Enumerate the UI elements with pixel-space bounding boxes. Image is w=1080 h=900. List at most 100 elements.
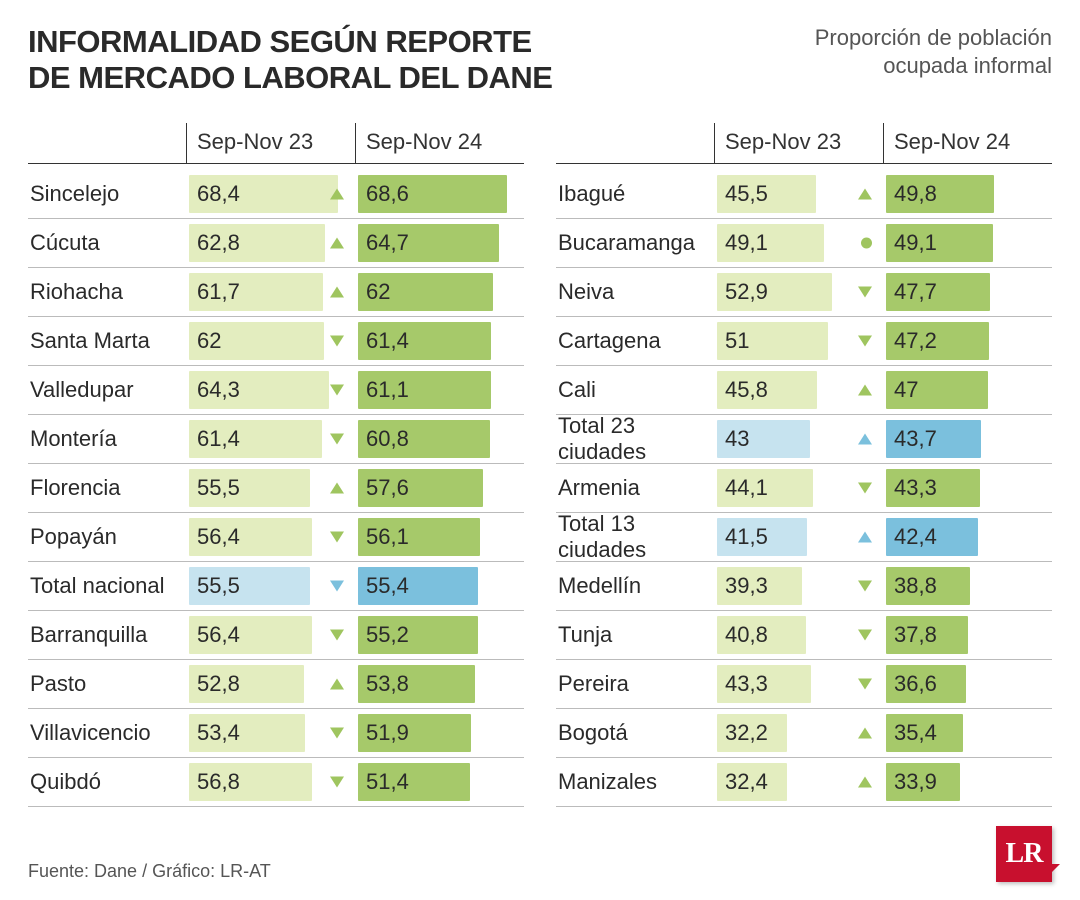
value-cell-period2: 47,2 [886, 322, 1049, 360]
trend-up-icon [330, 679, 344, 690]
row-label: Quibdó [28, 769, 186, 795]
table-row: Villavicencio53,451,9 [28, 709, 524, 758]
trend-down-icon [330, 385, 344, 396]
table-row: Montería61,460,8 [28, 415, 524, 464]
value-cell-period1: 61,4 [189, 420, 352, 458]
value-cell-period2: 51,4 [358, 763, 521, 801]
value-cell-period2: 42,4 [886, 518, 1049, 556]
trend-down-icon [858, 630, 872, 641]
table-row: Pasto52,853,8 [28, 660, 524, 709]
logo-text: LR [1006, 838, 1043, 870]
table-row: Manizales32,433,9 [556, 758, 1052, 807]
value-text: 64,3 [189, 377, 240, 403]
row-label: Medellín [556, 573, 714, 599]
trend-down-icon [330, 630, 344, 641]
value-cell-period2: 49,1 [886, 224, 1049, 262]
period-2-header: Sep-Nov 24 [355, 123, 524, 163]
trend-up-icon [330, 287, 344, 298]
period-1-header: Sep-Nov 23 [714, 123, 883, 163]
trend-up-icon [330, 238, 344, 249]
value-cell-period1: 62 [189, 322, 352, 360]
value-cell-period1: 44,1 [717, 469, 880, 507]
value-text: 40,8 [717, 622, 768, 648]
value-text: 51,4 [358, 769, 409, 795]
value-cell-period1: 39,3 [717, 567, 880, 605]
page-subtitle: Proporción de población ocupada informal [815, 24, 1052, 79]
header: INFORMALIDAD SEGÚN REPORTE DE MERCADO LA… [28, 24, 1052, 95]
table-row: Cúcuta62,864,7 [28, 219, 524, 268]
value-cell-period2: 53,8 [358, 665, 521, 703]
trend-down-icon [858, 679, 872, 690]
row-label: Manizales [556, 769, 714, 795]
value-text: 51,9 [358, 720, 409, 746]
value-cell-period2: 47,7 [886, 273, 1049, 311]
value-cell-period2: 56,1 [358, 518, 521, 556]
table-row: Sincelejo68,468,6 [28, 170, 524, 219]
value-cell-period2: 51,9 [358, 714, 521, 752]
value-text: 60,8 [358, 426, 409, 452]
trend-down-icon [858, 336, 872, 347]
value-text: 36,6 [886, 671, 937, 697]
table-row: Quibdó56,851,4 [28, 758, 524, 807]
table-row: Bucaramanga49,149,1 [556, 219, 1052, 268]
value-text: 32,4 [717, 769, 768, 795]
value-cell-period1: 68,4 [189, 175, 352, 213]
value-cell-period1: 41,5 [717, 518, 880, 556]
table-row: Riohacha61,762 [28, 268, 524, 317]
trend-down-icon [330, 777, 344, 788]
value-text: 44,1 [717, 475, 768, 501]
table-row: Neiva52,947,7 [556, 268, 1052, 317]
trend-up-icon [330, 189, 344, 200]
trend-down-icon [330, 532, 344, 543]
value-text: 38,8 [886, 573, 937, 599]
column-header: Sep-Nov 23 Sep-Nov 24 [28, 123, 524, 164]
row-label: Armenia [556, 475, 714, 501]
value-cell-period1: 43,3 [717, 665, 880, 703]
value-cell-period1: 32,4 [717, 763, 880, 801]
value-text: 55,2 [358, 622, 409, 648]
value-cell-period1: 52,9 [717, 273, 880, 311]
value-text: 49,1 [886, 230, 937, 256]
value-text: 41,5 [717, 524, 768, 550]
trend-up-icon [858, 777, 872, 788]
value-text: 53,8 [358, 671, 409, 697]
period-1-header: Sep-Nov 23 [186, 123, 355, 163]
row-label: Cúcuta [28, 230, 186, 256]
value-text: 61,7 [189, 279, 240, 305]
value-text: 47 [886, 377, 918, 403]
value-cell-period1: 52,8 [189, 665, 352, 703]
value-cell-period1: 55,5 [189, 567, 352, 605]
row-label: Santa Marta [28, 328, 186, 354]
value-text: 55,5 [189, 573, 240, 599]
value-cell-period2: 37,8 [886, 616, 1049, 654]
source-text: Fuente: Dane / Gráfico: LR-AT [28, 861, 271, 882]
row-label: Florencia [28, 475, 186, 501]
value-cell-period2: 61,1 [358, 371, 521, 409]
value-text: 32,2 [717, 720, 768, 746]
row-label: Barranquilla [28, 622, 186, 648]
value-cell-period2: 62 [358, 273, 521, 311]
title-line-1: INFORMALIDAD SEGÚN REPORTE [28, 24, 532, 59]
row-label: Total 13 ciudades [556, 511, 714, 563]
trend-up-icon [858, 434, 872, 445]
value-cell-period1: 40,8 [717, 616, 880, 654]
value-cell-period2: 55,4 [358, 567, 521, 605]
value-cell-period1: 43 [717, 420, 880, 458]
trend-down-icon [330, 728, 344, 739]
table-row: Santa Marta6261,4 [28, 317, 524, 366]
value-text: 42,4 [886, 524, 937, 550]
value-text: 62 [358, 279, 390, 305]
value-cell-period2: 57,6 [358, 469, 521, 507]
value-text: 61,4 [358, 328, 409, 354]
row-label: Tunja [556, 622, 714, 648]
table-row: Medellín39,338,8 [556, 562, 1052, 611]
row-label: Cali [556, 377, 714, 403]
table-row: Bogotá32,235,4 [556, 709, 1052, 758]
value-cell-period1: 61,7 [189, 273, 352, 311]
trend-down-icon [330, 336, 344, 347]
column-right: Sep-Nov 23 Sep-Nov 24 Ibagué45,549,8Buca… [556, 123, 1052, 807]
table-row: Tunja40,8 37,8 [556, 611, 1052, 660]
table-row: Popayán56,456,1 [28, 513, 524, 562]
trend-up-icon [330, 483, 344, 494]
value-cell-period1: 56,4 [189, 518, 352, 556]
